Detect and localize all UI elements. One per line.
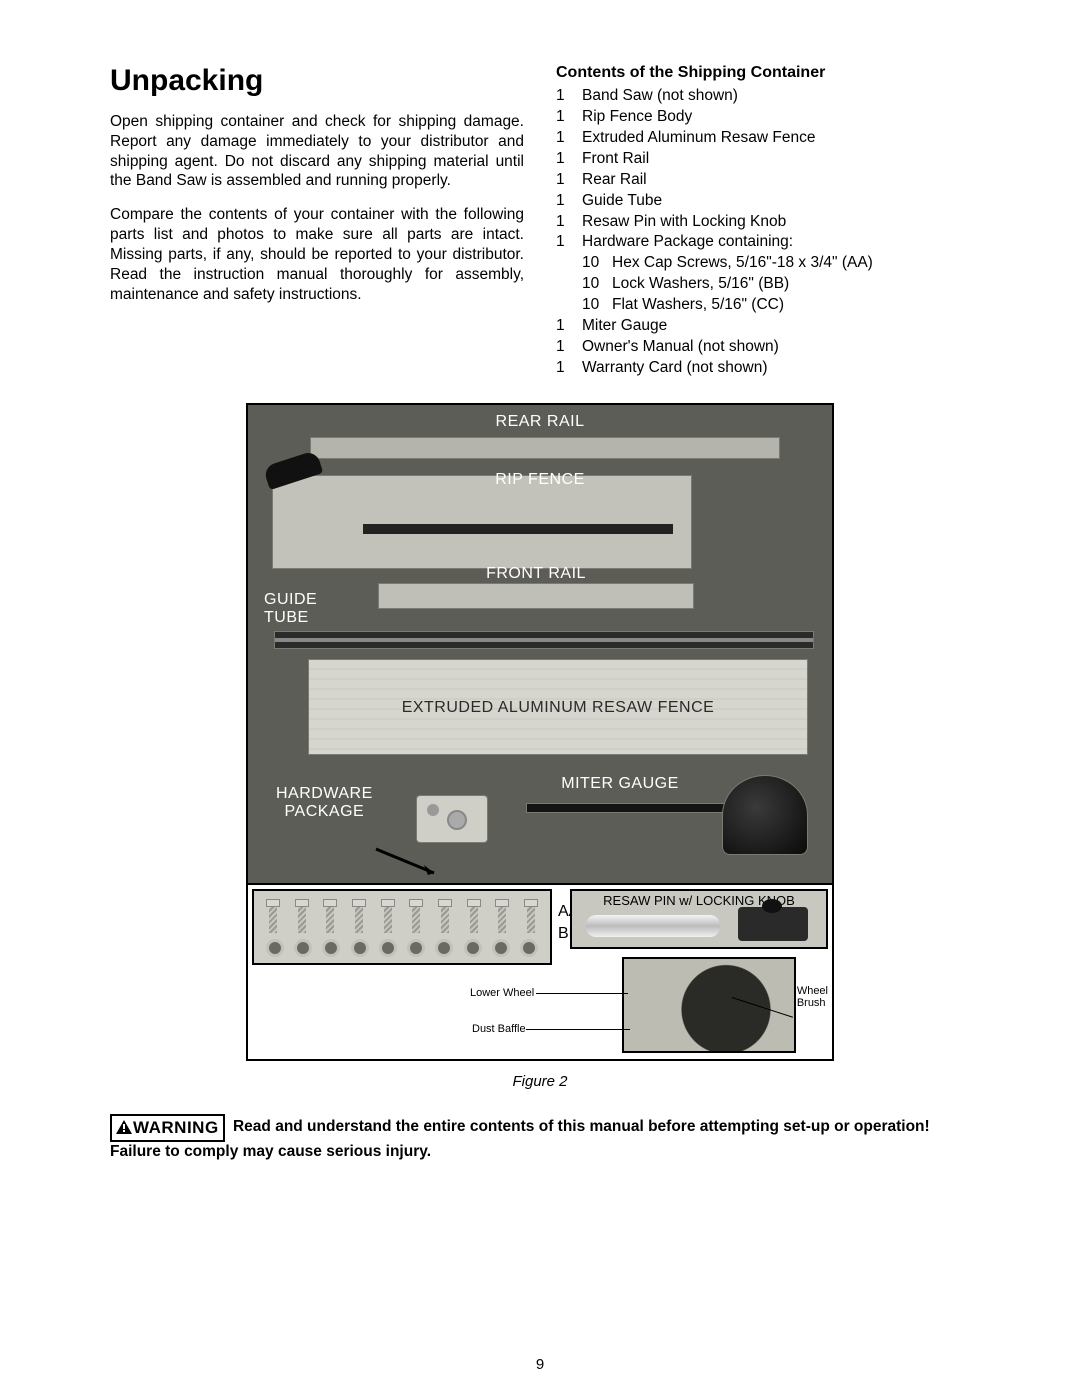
label-front-rail: FRONT RAIL xyxy=(378,565,694,583)
callout-dust-baffle: Dust Baffle xyxy=(472,1023,526,1035)
resaw-pin-closeup: RESAW PIN w/ LOCKING KNOB xyxy=(570,889,828,949)
list-subitem: 10Flat Washers, 5/16" (CC) xyxy=(556,295,970,316)
label-miter-gauge: MITER GAUGE xyxy=(530,775,710,793)
list-subitem: 10Lock Washers, 5/16" (BB) xyxy=(556,274,970,295)
label-hardware-package: HARDWARE PACKAGE xyxy=(276,785,373,822)
figure-caption: Figure 2 xyxy=(110,1073,970,1090)
label-resaw-fence: EXTRUDED ALUMINUM RESAW FENCE xyxy=(308,699,808,717)
contents-heading: Contents of the Shipping Container xyxy=(556,64,970,82)
leader-line xyxy=(536,993,628,994)
arrow-icon xyxy=(374,847,444,877)
list-item: 1Rear Rail xyxy=(556,170,970,191)
page-number: 9 xyxy=(0,1356,1080,1373)
list-item: 1Guide Tube xyxy=(556,191,970,212)
warning-triangle-icon xyxy=(116,1118,132,1140)
lower-wheel-closeup xyxy=(622,957,796,1053)
list-item: 1Resaw Pin with Locking Knob xyxy=(556,212,970,233)
warning-paragraph: WARNING Read and understand the entire c… xyxy=(110,1114,970,1162)
intro-para-1: Open shipping container and check for sh… xyxy=(110,112,524,191)
figure-lower-panel: AA BB RESAW PIN w/ LOCKING KNOB Lower Wh… xyxy=(248,883,832,1059)
label-resaw-pin: RESAW PIN w/ LOCKING KNOB xyxy=(572,893,826,908)
list-subitem: 10Hex Cap Screws, 5/16"-18 x 3/4" (AA) xyxy=(556,253,970,274)
callout-wheel-brush: Wheel Brush xyxy=(797,985,828,1009)
list-item: 1Extruded Aluminum Resaw Fence xyxy=(556,128,970,149)
list-item: 1Band Saw (not shown) xyxy=(556,86,970,107)
section-title: Unpacking xyxy=(110,64,524,98)
hardware-closeup xyxy=(252,889,552,965)
callout-lower-wheel: Lower Wheel xyxy=(470,987,534,999)
label-guide-tube: GUIDE TUBE xyxy=(264,591,317,628)
part-front-rail xyxy=(378,583,694,609)
leader-line xyxy=(526,1029,630,1030)
warning-badge: WARNING xyxy=(110,1114,225,1142)
part-miter-gauge-bar xyxy=(526,803,754,813)
list-item: 1Front Rail xyxy=(556,149,970,170)
list-item: 1Hardware Package containing: xyxy=(556,232,970,253)
figure-2: REAR RAIL RIP FENCE FRONT RAIL GUIDE TUB… xyxy=(110,403,970,1090)
part-miter-gauge-head xyxy=(722,775,808,855)
intro-para-2: Compare the contents of your container w… xyxy=(110,205,524,304)
part-rear-rail xyxy=(310,437,780,459)
part-guide-tube xyxy=(274,631,814,649)
warning-text: Read and understand the entire contents … xyxy=(110,1118,930,1160)
figure-photo-top: REAR RAIL RIP FENCE FRONT RAIL GUIDE TUB… xyxy=(248,405,832,883)
list-item: 1Miter Gauge xyxy=(556,316,970,337)
part-hardware-package xyxy=(416,795,488,843)
list-item: 1Warranty Card (not shown) xyxy=(556,358,970,379)
label-rear-rail: REAR RAIL xyxy=(248,413,832,431)
label-rip-fence: RIP FENCE xyxy=(248,471,832,489)
list-item: 1Rip Fence Body xyxy=(556,107,970,128)
list-item: 1Owner's Manual (not shown) xyxy=(556,337,970,358)
